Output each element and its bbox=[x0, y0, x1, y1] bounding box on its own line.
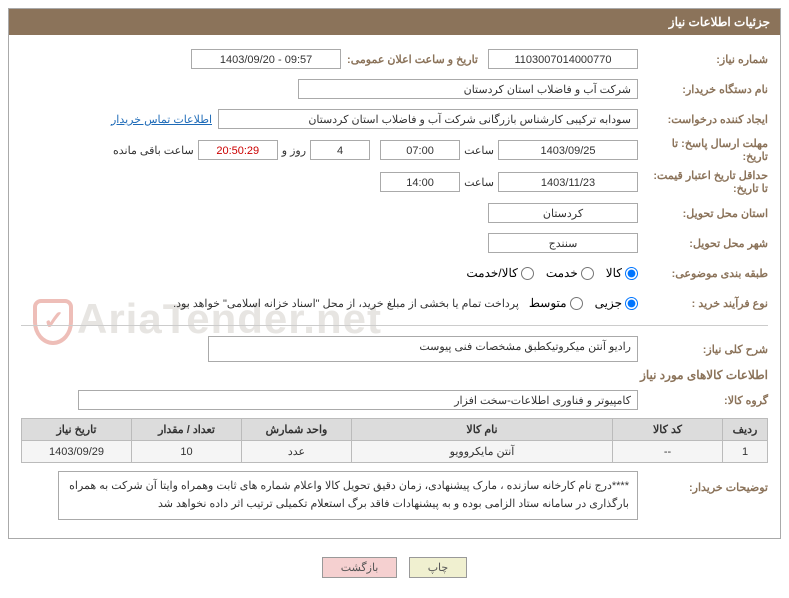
button-bar: چاپ بازگشت bbox=[0, 547, 789, 588]
radio-khadamat-label: خدمت bbox=[546, 266, 578, 280]
th-qty: تعداد / مقدار bbox=[132, 419, 242, 441]
deadline-label: مهلت ارسال پاسخ: تا تاریخ: bbox=[638, 137, 768, 163]
buyer-desc-label: توضیحات خریدار: bbox=[638, 471, 768, 494]
process-note: پرداخت تمام یا بخشی از مبلغ خرید، از محل… bbox=[173, 297, 519, 310]
summary-label: شرح کلی نیاز: bbox=[638, 343, 768, 356]
main-panel: جزئیات اطلاعات نیاز AriaTender.net شماره… bbox=[8, 8, 781, 539]
table-header-row: ردیف کد کالا نام کالا واحد شمارش تعداد /… bbox=[22, 419, 768, 441]
table-row: 1 -- آنتن مایکروویو عدد 10 1403/09/29 bbox=[22, 441, 768, 463]
contact-link[interactable]: اطلاعات تماس خریدار bbox=[111, 113, 212, 126]
radio-kala-khadmat[interactable] bbox=[521, 267, 534, 280]
deadline-time-field: 07:00 bbox=[380, 140, 460, 160]
city-field: سنندج bbox=[488, 233, 638, 253]
days-label: روز و bbox=[282, 144, 306, 157]
need-no-field: 1103007014000770 bbox=[488, 49, 638, 69]
province-label: استان محل تحویل: bbox=[638, 207, 768, 220]
validity-time-field: 14:00 bbox=[380, 172, 460, 192]
td-idx: 1 bbox=[723, 441, 768, 463]
items-table: ردیف کد کالا نام کالا واحد شمارش تعداد /… bbox=[21, 418, 768, 463]
td-code: -- bbox=[613, 441, 723, 463]
announce-label: تاریخ و ساعت اعلان عمومی: bbox=[341, 53, 478, 66]
td-unit: عدد bbox=[242, 441, 352, 463]
buyer-label: نام دستگاه خریدار: bbox=[638, 83, 768, 96]
group-label: گروه کالا: bbox=[638, 394, 768, 407]
radio-kala-label: کالا bbox=[606, 266, 622, 280]
process-label: نوع فرآیند خرید : bbox=[638, 297, 768, 310]
td-need-date: 1403/09/29 bbox=[22, 441, 132, 463]
th-unit: واحد شمارش bbox=[242, 419, 352, 441]
panel-body: AriaTender.net شماره نیاز: 1103007014000… bbox=[9, 35, 780, 538]
validity-date-field: 1403/11/23 bbox=[498, 172, 638, 192]
td-qty: 10 bbox=[132, 441, 242, 463]
radio-jozei-label: جزیی bbox=[595, 296, 622, 310]
th-code: کد کالا bbox=[613, 419, 723, 441]
subject-class-label: طبقه بندی موضوعی: bbox=[638, 267, 768, 280]
radio-motavaset-label: متوسط bbox=[529, 296, 567, 310]
time-label-1: ساعت bbox=[464, 144, 494, 157]
remain-label: ساعت باقی مانده bbox=[113, 144, 194, 157]
radio-kala-khadmat-label: کالا/خدمت bbox=[466, 266, 517, 280]
back-button[interactable]: بازگشت bbox=[322, 557, 398, 578]
th-row: ردیف bbox=[723, 419, 768, 441]
summary-field: رادیو آنتن میکروتیکطبق مشخصات فنی پیوست bbox=[208, 336, 638, 362]
radio-jozei[interactable] bbox=[625, 297, 638, 310]
city-label: شهر محل تحویل: bbox=[638, 237, 768, 250]
process-radio-group: جزیی متوسط bbox=[529, 296, 638, 310]
panel-title: جزئیات اطلاعات نیاز bbox=[9, 9, 780, 35]
countdown-field: 20:50:29 bbox=[198, 140, 278, 160]
th-name: نام کالا bbox=[352, 419, 613, 441]
subject-radio-group: کالا خدمت کالا/خدمت bbox=[466, 266, 638, 280]
creator-field: سودابه ترکیبی کارشناس بازرگانی شرکت آب و… bbox=[218, 109, 638, 129]
validity-label: حداقل تاریخ اعتبار قیمت: تا تاریخ: bbox=[638, 169, 768, 195]
time-label-2: ساعت bbox=[464, 176, 494, 189]
buyer-desc-field: ****درج نام کارخانه سازنده ، مارک پیشنها… bbox=[58, 471, 638, 520]
th-need-date: تاریخ نیاز bbox=[22, 419, 132, 441]
buyer-field: شرکت آب و فاضلاب استان کردستان bbox=[298, 79, 638, 99]
print-button[interactable]: چاپ bbox=[409, 557, 468, 578]
group-field: کامپیوتر و فناوری اطلاعات-سخت افزار bbox=[78, 390, 638, 410]
td-name: آنتن مایکروویو bbox=[352, 441, 613, 463]
radio-motavaset[interactable] bbox=[570, 297, 583, 310]
creator-label: ایجاد کننده درخواست: bbox=[638, 113, 768, 126]
announce-field: 09:57 - 1403/09/20 bbox=[191, 49, 341, 69]
province-field: کردستان bbox=[488, 203, 638, 223]
items-title: اطلاعات کالاهای مورد نیاز bbox=[21, 368, 768, 382]
radio-khadamat[interactable] bbox=[581, 267, 594, 280]
need-no-label: شماره نیاز: bbox=[638, 53, 768, 66]
days-field: 4 bbox=[310, 140, 370, 160]
deadline-date-field: 1403/09/25 bbox=[498, 140, 638, 160]
divider-1 bbox=[21, 325, 768, 326]
radio-kala[interactable] bbox=[625, 267, 638, 280]
